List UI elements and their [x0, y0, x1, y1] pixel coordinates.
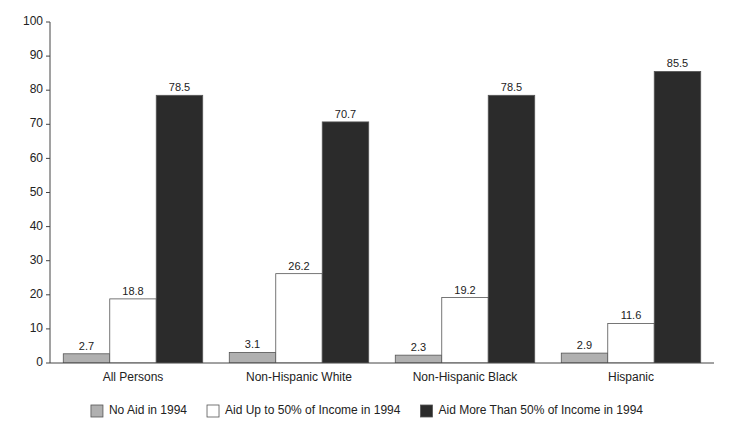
y-tick-label: 60 [30, 151, 44, 165]
bar [322, 122, 368, 363]
bar [395, 355, 441, 363]
x-tick-label: Non-Hispanic Black [413, 370, 519, 384]
y-tick-label: 0 [36, 355, 43, 369]
legend-item: Aid More Than 50% of Income in 1994 [420, 403, 643, 417]
y-tick [46, 328, 50, 329]
data-label: 2.3 [411, 341, 426, 353]
y-tick-label: 80 [30, 82, 44, 96]
y-tick [46, 363, 50, 364]
data-labels: 2.7 3.1 2.3 2.9 18.8 26.2 19.2 11.6 78.5 70.7 78.5… [79, 57, 688, 353]
y-tick [46, 56, 50, 57]
y-tick [46, 22, 50, 23]
legend-label: No Aid in 1994 [109, 403, 187, 417]
legend: No Aid in 1994 Aid Up to 50% of Income in… [91, 403, 643, 417]
x-tick-label: Non-Hispanic White [246, 370, 352, 384]
legend-swatch [91, 405, 103, 417]
page: {"chart_data": {"type": "bar", "categori… [0, 0, 734, 445]
bar [63, 354, 109, 363]
data-label: 18.8 [122, 285, 143, 297]
y-tick-label: 90 [30, 48, 44, 62]
y-tick [46, 90, 50, 91]
x-tick-label: All Persons [103, 370, 164, 384]
legend-item: Aid Up to 50% of Income in 1994 [207, 403, 401, 417]
data-label: 78.5 [169, 81, 190, 93]
y-tick [46, 260, 50, 261]
y-tick [46, 294, 50, 295]
bar [229, 352, 275, 363]
x-tick-label: Hispanic [608, 370, 654, 384]
bars [63, 71, 700, 363]
y-tick [46, 192, 50, 193]
legend-item: No Aid in 1994 [91, 403, 187, 417]
y-tick-label: 70 [30, 116, 44, 130]
chart: 2.7 3.1 2.3 2.9 18.8 26.2 19.2 11.6 78.5 70.7 78.5… [0, 0, 734, 445]
bar [276, 274, 322, 363]
data-label: 2.9 [577, 339, 592, 351]
legend-label: Aid More Than 50% of Income in 1994 [438, 403, 643, 417]
bar [608, 323, 654, 363]
legend-label: Aid Up to 50% of Income in 1994 [225, 403, 401, 417]
y-tick [46, 158, 50, 159]
legend-swatch [207, 405, 219, 417]
y-tick-label: 10 [30, 321, 44, 335]
y-tick [46, 124, 50, 125]
x-axis-line [50, 363, 714, 364]
data-label: 11.6 [621, 309, 642, 321]
bar [561, 353, 607, 363]
y-tick-label: 40 [30, 219, 44, 233]
axes: 0 10 20 30 40 50 60 70 80 90 100 All Persons Non-His… [23, 14, 714, 384]
y-tick-label: 30 [30, 253, 44, 267]
bar [442, 298, 488, 363]
y-tick-label: 50 [30, 185, 44, 199]
legend-swatch [420, 405, 432, 417]
bar [488, 95, 534, 363]
y-tick [46, 226, 50, 227]
bar [654, 71, 700, 363]
data-label: 19.2 [454, 284, 475, 296]
data-label: 26.2 [288, 260, 309, 272]
data-label: 78.5 [501, 81, 522, 93]
data-label: 2.7 [79, 340, 94, 352]
bar [156, 95, 202, 363]
bar [110, 299, 156, 363]
y-tick-label: 20 [30, 287, 44, 301]
data-label: 3.1 [245, 338, 260, 350]
data-label: 70.7 [335, 108, 356, 120]
y-tick-label: 100 [23, 14, 43, 28]
data-label: 85.5 [667, 57, 688, 69]
